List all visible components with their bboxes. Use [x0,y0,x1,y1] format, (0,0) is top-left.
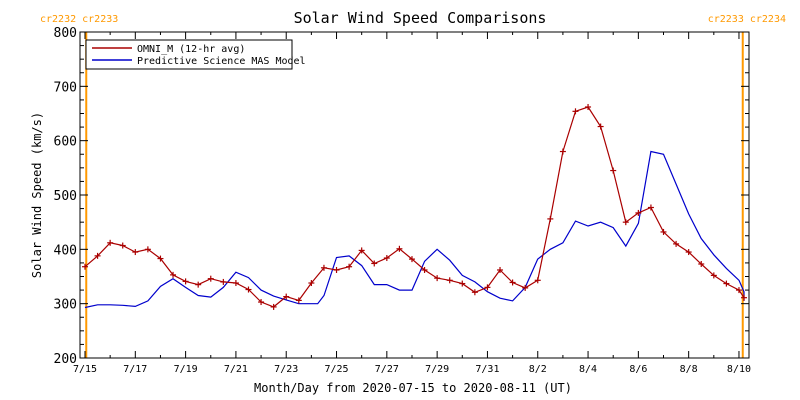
data-point [295,297,302,304]
data-point [232,280,239,287]
data-point [408,256,415,263]
carrington-marker-label: cr2232 cr2233 [40,14,118,25]
y-tick-label: 600 [54,135,77,150]
data-point [82,263,88,270]
y-tick-label: 800 [54,26,77,41]
data-point [220,278,227,285]
data-point [597,123,604,130]
data-point [396,245,403,252]
legend-box [85,39,293,70]
x-axis-label: Month/Day from 2020-07-15 to 2020-08-11 … [254,381,572,395]
x-tick-label: 7/19 [174,364,198,375]
data-point [270,303,277,310]
data-point [660,228,667,235]
plot-frame [79,31,750,359]
data-point [522,284,529,291]
x-tick-label: 7/31 [475,364,499,375]
x-tick-label: 7/15 [73,364,97,375]
x-tick-label: 8/8 [680,364,698,375]
data-point [559,148,566,155]
data-point [195,281,202,288]
y-axis-label: Solar Wind Speed (km/s) [30,112,44,278]
data-point [308,280,315,287]
x-tick-label: 8/10 [727,364,751,375]
data-point [484,284,491,291]
data-point [741,294,747,301]
data-point [207,275,214,282]
legend-entry: Predictive Science MAS Model [137,56,306,67]
series-line [84,106,745,308]
data-point [534,277,541,284]
data-point [358,247,365,254]
x-tick-label: 8/6 [629,364,647,375]
legend: OMNI_M (12-hr avg)Predictive Science MAS… [85,39,306,70]
data-point [635,209,642,216]
data-point [157,255,164,262]
chart-title: Solar Wind Speed Comparisons [294,9,547,27]
data-point [647,204,654,211]
data-point [459,280,466,287]
x-tick-label: 7/27 [375,364,399,375]
data-point [371,260,378,267]
y-tick-label: 500 [54,189,77,204]
data-point [446,277,453,284]
data-point [497,266,504,273]
x-tick-label: 7/23 [274,364,298,375]
data-point [723,280,730,287]
data-point [182,278,189,285]
data-point [383,255,390,262]
x-tick-label: 8/4 [579,364,597,375]
x-tick-label: 7/25 [324,364,348,375]
data-point [107,239,114,246]
legend-entry: OMNI_M (12-hr avg) [137,44,245,55]
data-point [434,275,441,282]
data-point [673,240,680,247]
data-point [421,266,428,273]
data-point [245,286,252,293]
data-point [258,299,265,306]
y-tick-label: 300 [54,298,77,313]
series-line [84,150,745,309]
data-point [685,249,692,256]
data-point [710,272,717,279]
y-tick-label: 700 [54,80,77,95]
data-point [509,279,516,286]
data-point [735,287,742,294]
data-point [320,264,327,271]
data-point [622,219,629,226]
data-point [119,242,126,249]
data-point [144,246,151,253]
data-point [94,252,101,259]
data-point [471,289,478,296]
data-point [547,215,554,222]
data-point [698,261,705,268]
data-point [132,249,139,256]
data-point [170,271,177,278]
x-tick-label: 7/21 [224,364,248,375]
x-tick-label: 7/17 [123,364,147,375]
x-tick-label: 7/29 [425,364,449,375]
data-point [610,167,617,174]
data-point [585,103,592,110]
data-point [572,108,579,115]
y-tick-label: 200 [54,352,77,367]
x-tick-label: 8/2 [529,364,547,375]
data-point [346,263,353,270]
carrington-marker-label: cr2233 cr2234 [708,14,786,25]
data-point [333,266,340,273]
data-point [283,293,290,300]
y-tick-label: 400 [54,243,77,258]
